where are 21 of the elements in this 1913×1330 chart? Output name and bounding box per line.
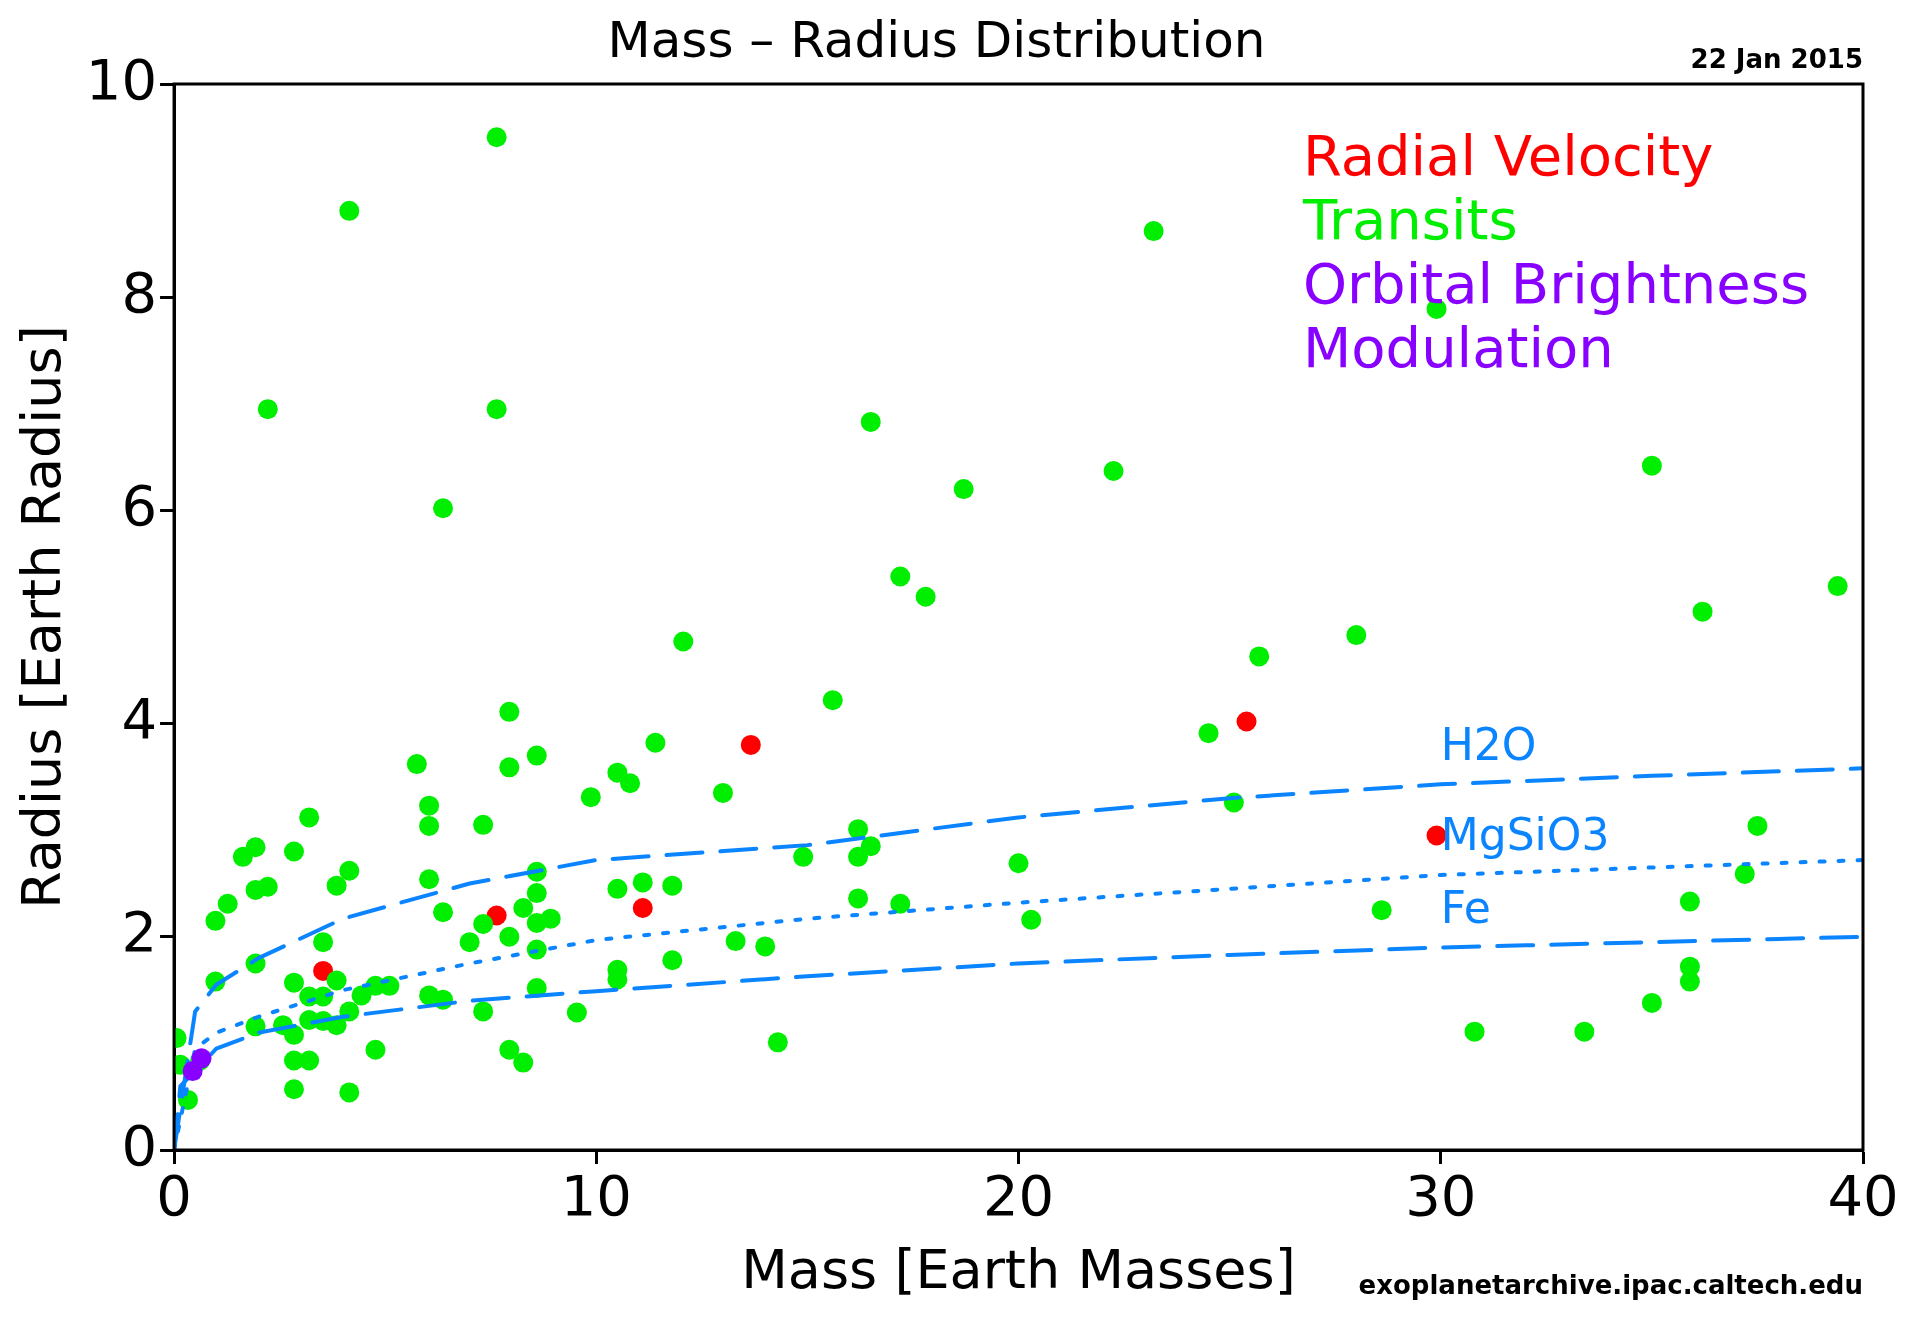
text: 22 Jan 2015 — [1690, 44, 1863, 74]
y-tick-label: 0 — [121, 1112, 158, 1178]
y-axis-title: Radius [Earth Radius] — [10, 325, 74, 909]
series-label: Fe — [1440, 881, 1491, 933]
y-tick-label: 4 — [121, 686, 158, 752]
chart-title: Mass – Radius Distribution — [607, 10, 1266, 69]
series-label: H2O — [1440, 718, 1537, 770]
y-tick-label: 8 — [121, 259, 158, 325]
text: exoplanetarchive.ipac.caltech.edu — [1358, 1270, 1863, 1300]
y-tick-label: 6 — [121, 472, 158, 538]
x-axis-title: Mass [Earth Masses] — [741, 1237, 1296, 1301]
text: Radial Velocity — [1303, 123, 1715, 188]
x-tick-label: 30 — [1405, 1163, 1477, 1229]
y-tick-label: 2 — [121, 899, 158, 965]
text: Orbital Brightness Modulation — [1303, 251, 1811, 380]
x-tick-label: 40 — [1827, 1163, 1899, 1229]
x-tick-label: 10 — [560, 1163, 632, 1229]
x-tick-label: 20 — [982, 1163, 1055, 1229]
y-tick-label: 10 — [85, 46, 158, 112]
series-label: MgSiO3 — [1440, 809, 1610, 861]
series-label: Transits — [1303, 187, 1519, 252]
